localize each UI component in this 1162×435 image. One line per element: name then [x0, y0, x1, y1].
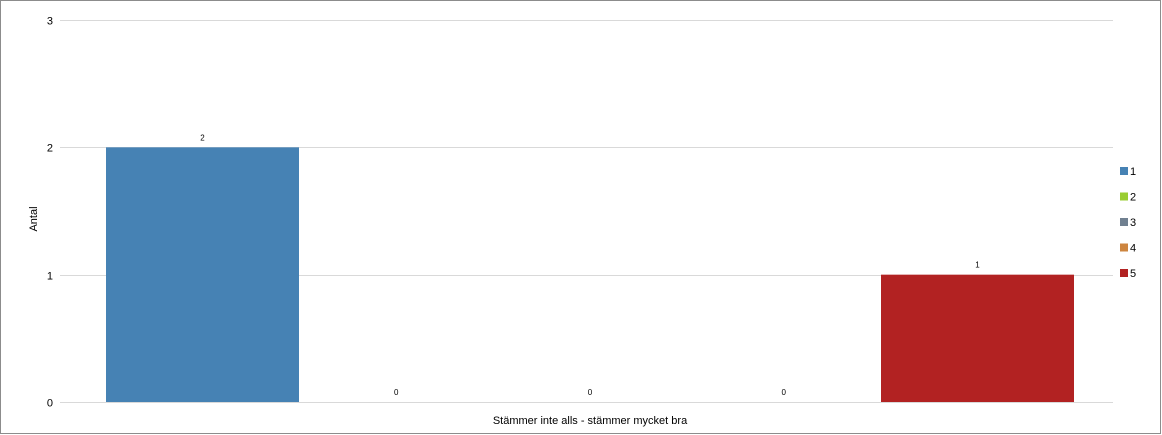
data-label-series-3: 0 — [588, 388, 593, 397]
y-tick-label: 1 — [47, 271, 53, 283]
legend-label-5: 5 — [1130, 268, 1136, 280]
legend-label-4: 4 — [1130, 243, 1136, 255]
legend-swatch-4 — [1120, 243, 1128, 252]
y-tick-label: 0 — [47, 398, 53, 410]
x-axis-label: Stämmer inte alls - stämmer mycket bra — [493, 415, 688, 427]
legend-swatch-3 — [1120, 218, 1128, 226]
legend-swatch-5 — [1120, 269, 1128, 277]
y-tick-label: 2 — [47, 143, 53, 155]
data-label-series-5: 1 — [975, 261, 980, 270]
y-axis-label: Antal — [28, 206, 40, 231]
data-label-series-2: 0 — [394, 388, 399, 397]
legend-label-1: 1 — [1130, 166, 1136, 178]
legend-swatch-2 — [1120, 192, 1128, 201]
legend: 1 2 3 4 5 — [1120, 166, 1136, 280]
y-axis-ticks: 0 1 2 3 — [47, 16, 53, 410]
data-labels: 2 0 0 0 1 — [200, 133, 980, 397]
legend-label-3: 3 — [1130, 217, 1136, 229]
bar-series-1 — [106, 147, 299, 402]
bars — [106, 147, 1074, 402]
data-label-series-4: 0 — [782, 388, 787, 397]
legend-swatch-1 — [1120, 167, 1128, 175]
y-tick-label: 3 — [47, 16, 53, 28]
legend-label-2: 2 — [1130, 192, 1136, 204]
data-label-series-1: 2 — [200, 133, 205, 142]
bar-series-5 — [881, 274, 1074, 402]
